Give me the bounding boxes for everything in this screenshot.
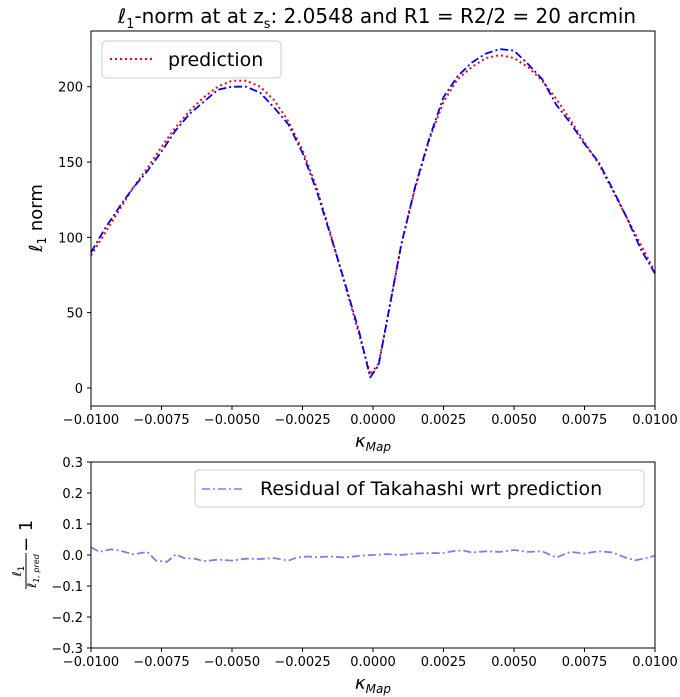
main-x-tick-label: −0.0025 <box>274 413 330 428</box>
y-axis-label: ℓ1 ℓ1, pred − 1 <box>10 520 41 589</box>
main-x-tick-label: 0.0000 <box>350 413 396 428</box>
main-y-tick-label: 150 <box>58 156 83 171</box>
y-label-tail: − 1 <box>16 520 37 552</box>
residual-x-tick-label: 0.0075 <box>562 655 608 670</box>
residual-y-tick-label: 0.3 <box>62 456 83 471</box>
main-series-line-1 <box>90 48 656 379</box>
main-x-tick-label: 0.0100 <box>632 413 678 428</box>
main-series-line-0 <box>90 54 656 376</box>
residual-y-tick-label: −0.3 <box>51 642 83 657</box>
main-y-tick-label: 0 <box>75 382 83 397</box>
residual-series-line-0 <box>90 546 656 563</box>
main-y-tick-label: 100 <box>58 231 83 246</box>
legend-box <box>194 469 645 508</box>
axis-ticks: −0.0100 −0.0075 −0.0050 −0.0025 0.0000 0.0025… <box>51 456 677 670</box>
y-label-denominator: ℓ1, pred <box>25 553 41 588</box>
plot-frame <box>90 30 656 407</box>
main-x-tick-label: 0.0075 <box>562 413 608 428</box>
x-axis-label: κMap <box>355 673 391 696</box>
residual-x-tick-label: −0.0100 <box>63 655 119 670</box>
residual-y-tick-label: −0.1 <box>51 580 83 595</box>
main-x-tick-label: 0.0025 <box>421 413 467 428</box>
chart-title: ℓ1-norm at at zs: 2.0548 and R1 = R2/2 =… <box>117 4 636 32</box>
series-group <box>90 546 656 563</box>
residual-x-tick-label: 0.0100 <box>632 655 678 670</box>
legend: Residual of Takahashi wrt prediction <box>194 469 645 508</box>
legend-label-residual: Residual of Takahashi wrt prediction <box>260 478 602 500</box>
main-chart: ℓ1-norm at at zs: 2.0548 and R1 = R2/2 =… <box>26 4 678 454</box>
y-label-numerator: ℓ1 <box>10 566 27 578</box>
residual-y-tick-label: −0.2 <box>51 611 83 626</box>
residual-x-tick-label: −0.0025 <box>274 655 330 670</box>
plot-area <box>91 31 655 406</box>
residual-y-tick-label: 0.1 <box>62 518 83 533</box>
x-axis-label: κMap <box>355 431 391 454</box>
main-x-tick-label: 0.0050 <box>491 413 537 428</box>
main-x-tick-label: −0.0050 <box>204 413 260 428</box>
residual-x-tick-label: −0.0050 <box>204 655 260 670</box>
residual-x-tick-label: 0.0050 <box>491 655 537 670</box>
residual-y-tick-label: 0.2 <box>62 487 83 502</box>
residual-chart: −0.0100 −0.0075 −0.0050 −0.0025 0.0000 0.0025… <box>10 456 678 696</box>
legend-label-prediction: prediction <box>168 49 263 71</box>
legend-box <box>101 40 282 79</box>
plot-frame <box>90 461 656 649</box>
residual-x-tick-label: −0.0075 <box>133 655 189 670</box>
series-group <box>90 48 656 379</box>
main-y-tick-label: 200 <box>58 81 83 96</box>
axis-ticks: −0.0100 −0.0075 −0.0050 −0.0025 0.0000 0.0025… <box>58 81 678 428</box>
residual-x-tick-label: 0.0000 <box>350 655 396 670</box>
residual-y-tick-label: 0.0 <box>62 549 83 564</box>
main-y-tick-label: 50 <box>66 307 83 322</box>
residual-x-tick-label: 0.0025 <box>421 655 467 670</box>
legend: prediction <box>101 40 282 79</box>
y-axis-label: ℓ1 norm <box>26 184 49 253</box>
main-x-tick-label: −0.0075 <box>133 413 189 428</box>
main-x-tick-label: −0.0100 <box>63 413 119 428</box>
